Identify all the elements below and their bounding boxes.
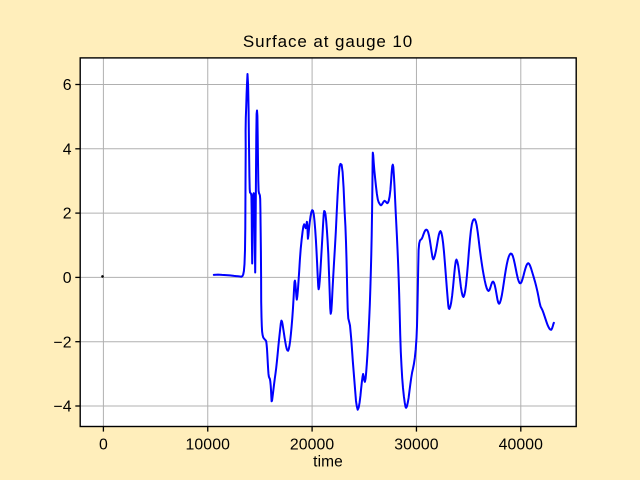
svg-text:4: 4 bbox=[63, 141, 72, 158]
svg-text:6: 6 bbox=[63, 77, 72, 94]
svg-text:0: 0 bbox=[99, 436, 108, 453]
svg-text:20000: 20000 bbox=[290, 436, 335, 453]
svg-text:−2: −2 bbox=[53, 334, 71, 351]
svg-text:10000: 10000 bbox=[186, 436, 231, 453]
svg-text:2: 2 bbox=[63, 206, 72, 223]
svg-text:40000: 40000 bbox=[499, 436, 544, 453]
svg-text:time: time bbox=[313, 453, 343, 470]
svg-text:Surface at gauge 10: Surface at gauge 10 bbox=[243, 32, 413, 51]
svg-text:30000: 30000 bbox=[394, 436, 439, 453]
svg-text:0: 0 bbox=[63, 270, 72, 287]
svg-text:−4: −4 bbox=[53, 399, 71, 416]
